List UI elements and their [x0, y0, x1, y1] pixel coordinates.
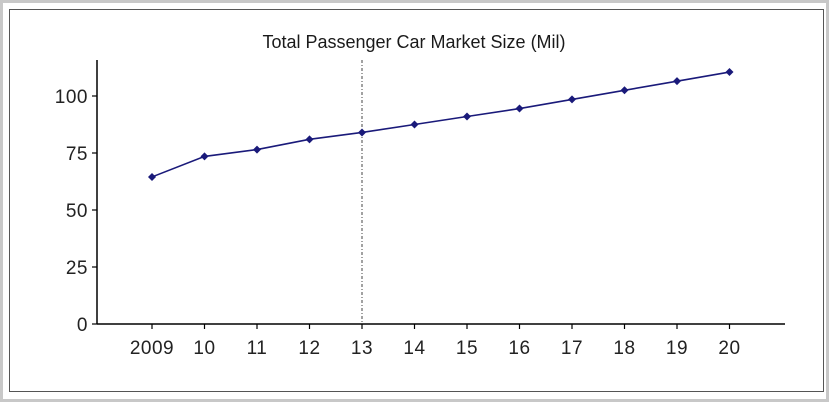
data-point-marker — [305, 135, 314, 144]
data-point-marker — [358, 128, 366, 137]
x-tick-label: 14 — [403, 338, 425, 359]
x-tick-label: 2009 — [130, 338, 174, 359]
x-tick-label: 12 — [298, 338, 320, 359]
data-point-marker — [253, 145, 261, 154]
x-tick-label: 10 — [193, 338, 215, 359]
x-tick-label: 11 — [247, 338, 268, 359]
series-line — [151, 71, 730, 178]
y-tick-label: 75 — [66, 144, 88, 165]
data-point-marker — [515, 104, 524, 113]
axes — [96, 60, 785, 325]
data-point-marker — [200, 152, 209, 161]
x-tick-label: 19 — [666, 338, 688, 359]
chart-title: Total Passenger Car Market Size (Mil) — [262, 32, 565, 52]
data-point-marker — [620, 86, 629, 95]
x-tick-label: 20 — [718, 338, 740, 359]
axis-ticks: 0 25 50 75 100 2009 10 11 12 13 14 15 16 17 18 19 20 — [55, 87, 740, 359]
data-point-marker — [673, 77, 681, 86]
data-point-marker — [410, 120, 419, 129]
y-tick-label: 50 — [66, 201, 88, 222]
x-tick-label: 13 — [351, 338, 373, 359]
data-point-marker — [568, 95, 576, 104]
y-tick-label: 100 — [55, 87, 88, 108]
chart-border — [9, 9, 824, 392]
y-tick-label: 25 — [66, 258, 88, 279]
y-tick-label: 0 — [77, 315, 88, 336]
x-tick-label: 15 — [456, 338, 478, 359]
data-series — [148, 68, 734, 181]
data-point-marker — [463, 112, 471, 121]
data-point-marker — [148, 172, 156, 181]
x-tick-label: 17 — [561, 338, 583, 359]
x-tick-label: 18 — [613, 338, 635, 359]
x-tick-label: 16 — [508, 338, 530, 359]
data-point-marker — [725, 68, 734, 77]
